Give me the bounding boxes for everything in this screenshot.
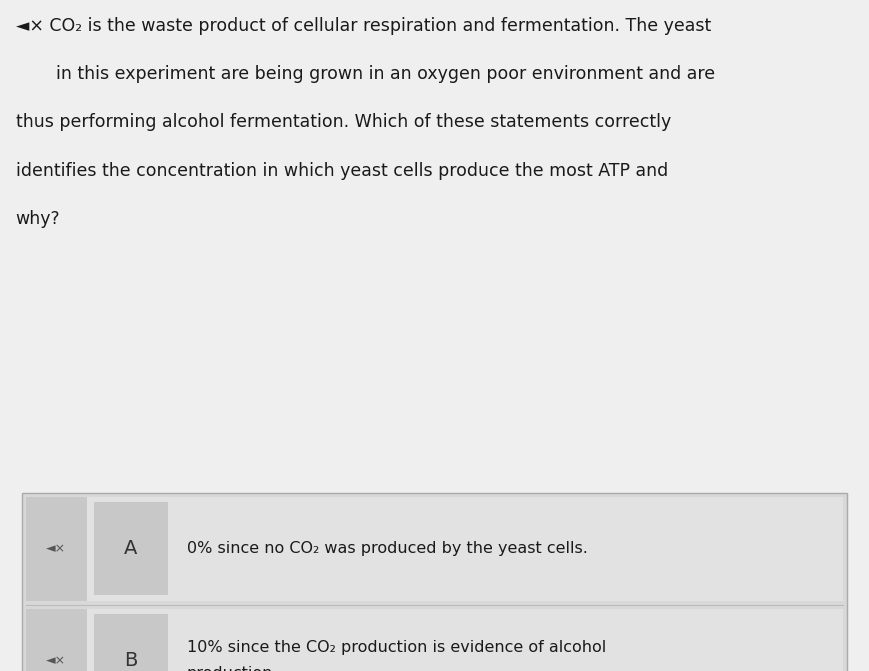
Text: ◄×: ◄× (46, 542, 67, 555)
Bar (94, 614, 168, 671)
Bar (26, 497, 843, 601)
Text: production.: production. (187, 666, 278, 671)
Bar (22, 493, 847, 671)
Text: in this experiment are being grown in an oxygen poor environment and are: in this experiment are being grown in an… (56, 65, 715, 83)
Text: 0% since no CO₂ was produced by the yeast cells.: 0% since no CO₂ was produced by the yeas… (187, 541, 587, 556)
Text: A: A (124, 539, 137, 558)
Bar (26, 609, 843, 671)
Text: ◄× CO₂ is the waste product of cellular respiration and fermentation. The yeast: ◄× CO₂ is the waste product of cellular … (16, 17, 711, 35)
Text: ◄×: ◄× (46, 654, 67, 667)
Text: B: B (124, 651, 137, 670)
Text: 10% since the CO₂ production is evidence of alcohol: 10% since the CO₂ production is evidence… (187, 640, 606, 656)
Bar (26, 497, 87, 601)
Text: thus performing alcohol fermentation. Which of these statements correctly: thus performing alcohol fermentation. Wh… (16, 113, 671, 132)
Bar (26, 609, 87, 671)
Bar (94, 502, 168, 595)
Text: identifies the concentration in which yeast cells produce the most ATP and: identifies the concentration in which ye… (16, 162, 668, 180)
Text: why?: why? (16, 210, 60, 228)
